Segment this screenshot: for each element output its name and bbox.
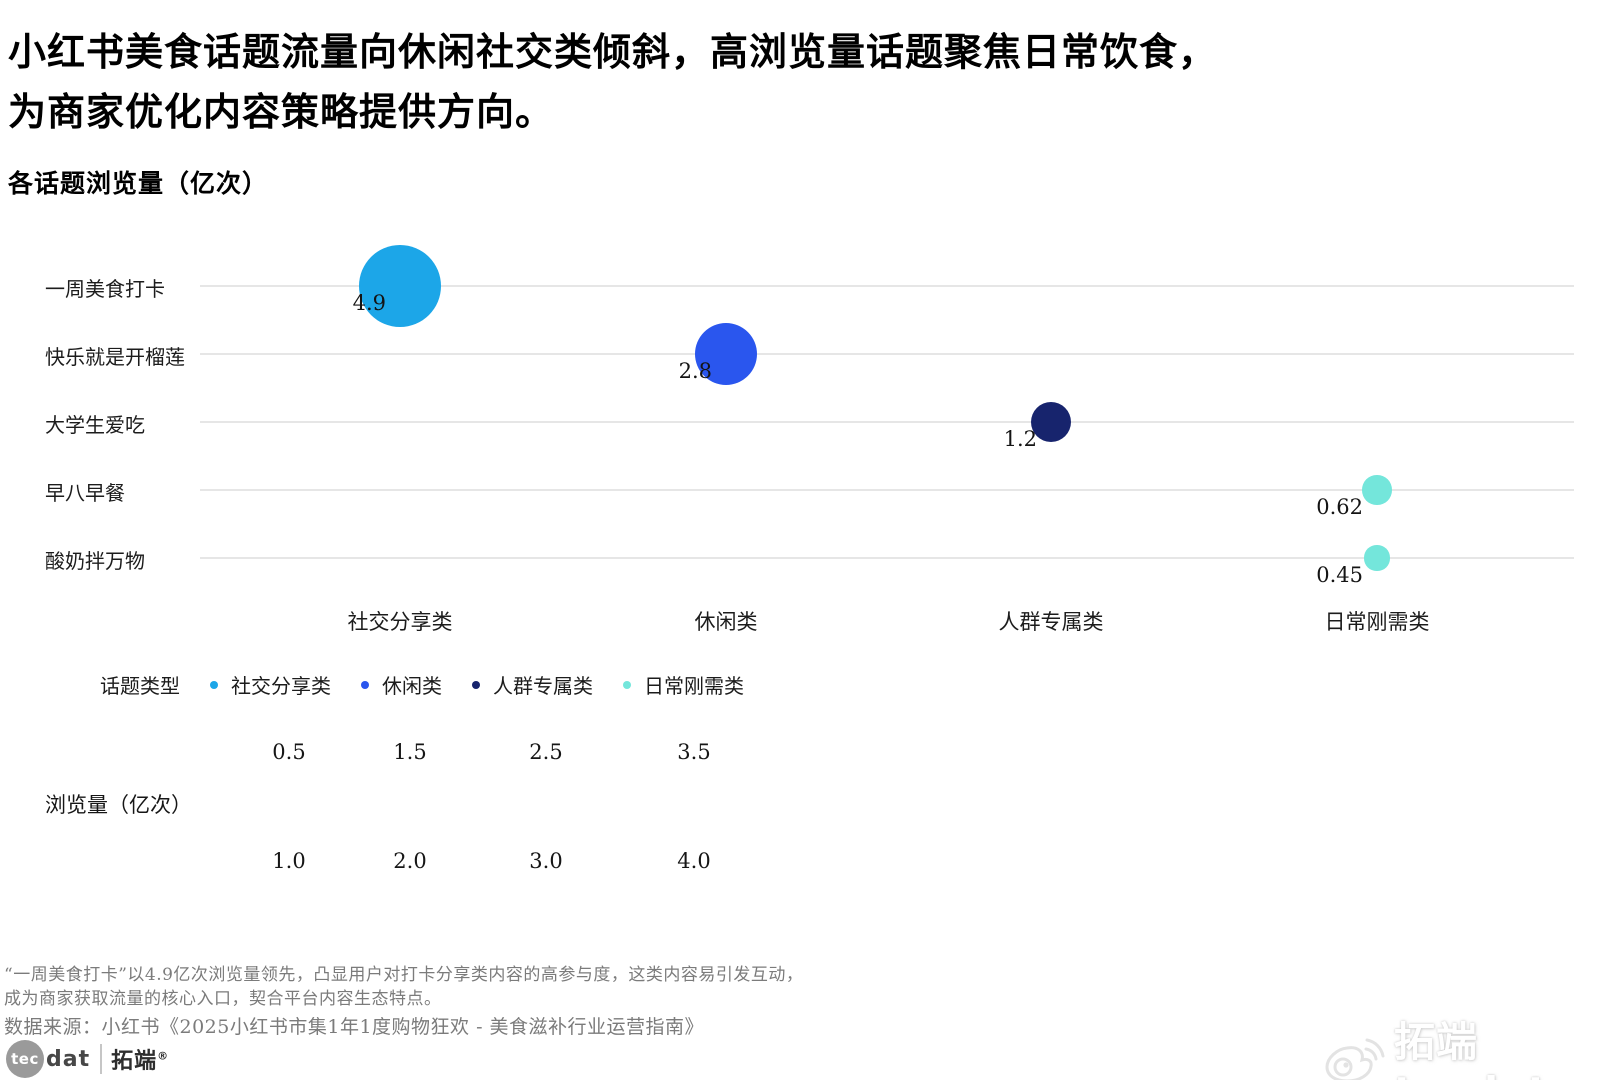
chart-title: 各话题浏览量（亿次） [8, 169, 269, 198]
bubble-value-label: 2.8 [678, 359, 712, 383]
legend-item-label: 社交分享类 [231, 674, 331, 698]
page-title-line1: 小红书美食话题流量向休闲社交类倾斜，高浏览量话题聚焦日常饮食， [8, 29, 1218, 74]
size-legend-value: 2.5 [529, 740, 563, 764]
footnote-line1: “一周美食打卡”以4.9亿次浏览量领先，凸显用户对打卡分享类内容的高参与度，这类… [4, 965, 804, 985]
legend-dot-icon [623, 680, 631, 689]
page-title: 小红书美食话题流量向休闲社交类倾斜，高浏览量话题聚焦日常饮食， 为商家优化内容策… [8, 22, 1508, 142]
legend-item-label: 日常刚需类 [644, 674, 744, 698]
bubble-0.45 [1364, 545, 1390, 571]
legend-dot-icon [361, 680, 369, 689]
size-legend-value: 3.0 [529, 849, 563, 873]
size-legend-value: 2.0 [393, 849, 427, 873]
gridline [200, 353, 1574, 355]
x-axis-label: 休闲类 [694, 610, 758, 634]
bubble-value-label: 0.62 [1316, 495, 1363, 519]
x-axis-label: 日常刚需类 [1324, 610, 1430, 634]
bubble-1.2 [1030, 401, 1072, 443]
footnote-line2: 成为商家获取流量的核心入口，契合平台内容生态特点。 [4, 989, 442, 1009]
legend-item: 社交分享类 [210, 670, 331, 699]
bubble-chart: 一周美食打卡 快乐就是开榴莲 大学生爱吃早八早餐酸奶拌万物社交分享类 休闲类 人群专属类… [45, 244, 1574, 634]
y-axis-label: 大学生爱吃 [45, 413, 145, 437]
x-axis-label: 人群专属类 [998, 610, 1104, 634]
weibo-icon [1322, 1034, 1388, 1080]
y-axis-label: 早八早餐 [45, 481, 125, 505]
gridline [200, 421, 1574, 423]
gridline [200, 489, 1574, 491]
tecdat-logo: tec dat 拓端® [6, 1038, 169, 1080]
footnote: “一周美食打卡”以4.9亿次浏览量领先，凸显用户对打卡分享类内容的高参与度，这类… [4, 963, 803, 1011]
bubble-value-label: 0.45 [1316, 563, 1363, 587]
bubble-value-label: 4.9 [352, 291, 386, 315]
y-axis-label: 一周美食打卡 [45, 277, 165, 301]
bubble-value-label: 1.2 [1003, 427, 1037, 451]
tecdat-logo-dat: dat [46, 1046, 91, 1072]
legend-dot-icon [472, 680, 480, 689]
x-axis-label: 社交分享类 [347, 610, 453, 634]
logo-divider [100, 1044, 103, 1074]
legend-item-label: 人群专属类 [493, 674, 593, 698]
registered-mark: ® [157, 1049, 170, 1063]
legend-item: 休闲类 [361, 670, 442, 699]
legend-title: 话题类型 [100, 674, 180, 698]
gridline [200, 557, 1574, 559]
watermark-text: 拓端tecdat [1394, 1018, 1547, 1080]
color-legend: 话题类型 社交分享类 休闲类 人群专属类 日常刚需类 [100, 670, 774, 699]
size-legend-value: 3.5 [677, 740, 711, 764]
size-legend-label: 浏览量（亿次） [45, 793, 192, 817]
page-title-line2: 为商家优化内容策略提供方向。 [8, 89, 555, 134]
watermark: 拓端tecdat [1322, 1008, 1620, 1080]
size-legend-value: 4.0 [677, 849, 711, 873]
legend-dot-icon [210, 680, 218, 689]
y-axis-label: 酸奶拌万物 [45, 549, 145, 573]
tecdat-logo-circle: tec [6, 1040, 44, 1078]
size-legend-value: 0.5 [272, 740, 306, 764]
bubble-2.8 [694, 322, 758, 386]
size-legend-value: 1.5 [393, 740, 427, 764]
size-legend-value: 1.0 [272, 849, 306, 873]
bubble-4.9 [358, 244, 442, 328]
legend-item: 日常刚需类 [623, 670, 744, 699]
data-source: 数据来源：小红书《2025小红书市集1年1度购物狂欢 - 美食滋补行业运营指南》 [4, 1016, 705, 1038]
legend-item-label: 休闲类 [382, 674, 442, 698]
gridline [200, 285, 1574, 287]
bubble-0.62 [1362, 475, 1392, 505]
tecdat-logo-cn: 拓端® [111, 1049, 170, 1074]
legend-item: 人群专属类 [472, 670, 593, 699]
y-axis-label: 快乐就是开榴莲 [45, 345, 185, 369]
